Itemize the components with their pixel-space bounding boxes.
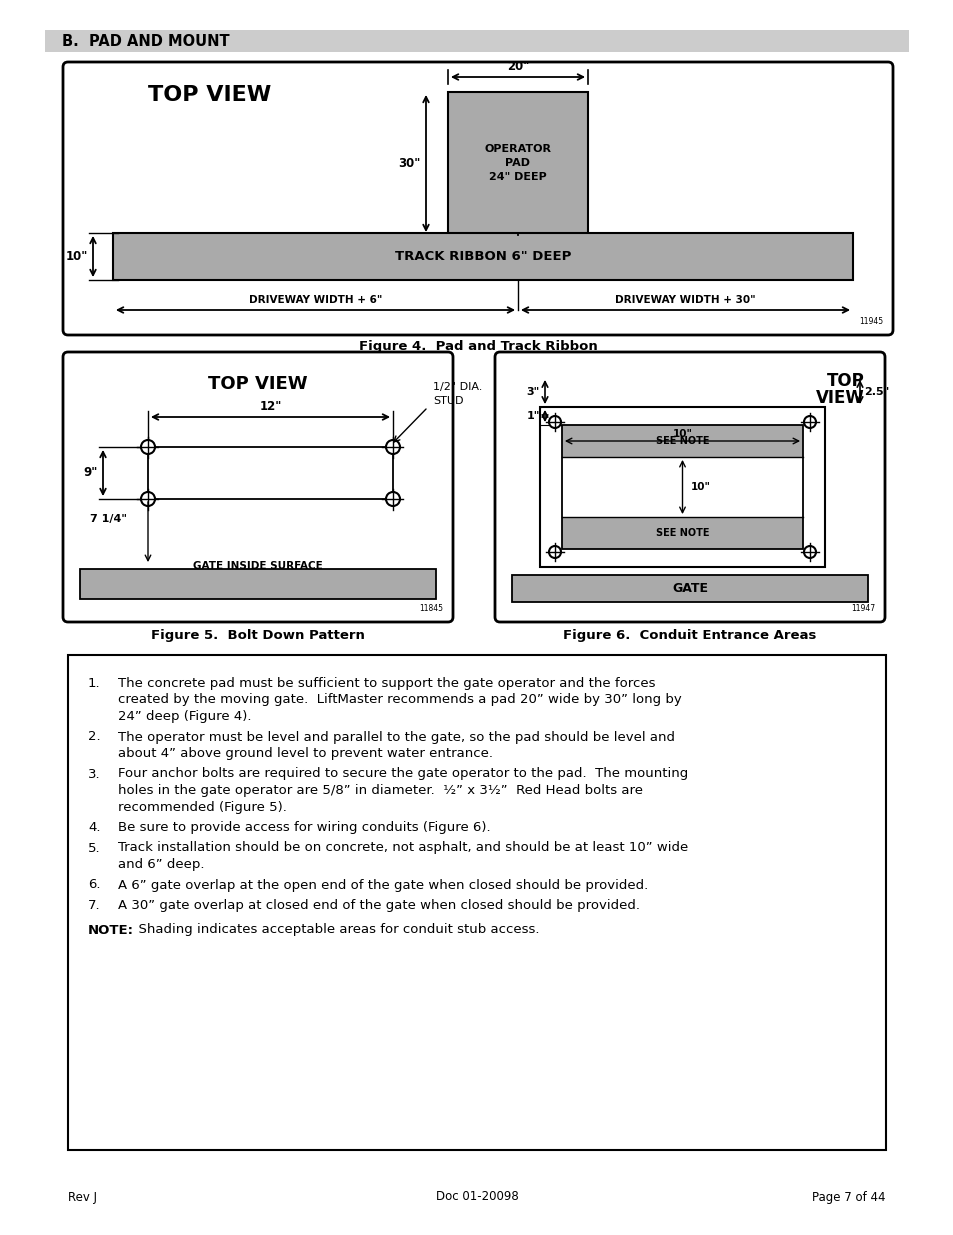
- Text: holes in the gate operator are 5/8” in diameter.  ½” x 3½”  Red Head bolts are: holes in the gate operator are 5/8” in d…: [118, 784, 642, 797]
- Text: 10": 10": [66, 249, 88, 263]
- Text: The concrete pad must be sufficient to support the gate operator and the forces: The concrete pad must be sufficient to s…: [118, 677, 655, 690]
- Text: Shading indicates acceptable areas for conduit stub access.: Shading indicates acceptable areas for c…: [130, 924, 539, 936]
- Text: 1.: 1.: [88, 677, 100, 690]
- Bar: [561, 425, 802, 550]
- Bar: [512, 576, 867, 601]
- FancyBboxPatch shape: [495, 352, 884, 622]
- Bar: [561, 425, 802, 457]
- Text: SEE NOTE: SEE NOTE: [655, 436, 708, 446]
- Circle shape: [548, 546, 560, 558]
- Text: 24" DEEP: 24" DEEP: [489, 173, 546, 183]
- Text: TOP VIEW: TOP VIEW: [148, 85, 271, 105]
- Bar: [68, 655, 885, 1150]
- Text: Be sure to provide access for wiring conduits (Figure 6).: Be sure to provide access for wiring con…: [118, 821, 490, 834]
- Circle shape: [141, 492, 154, 506]
- Text: NOTE:: NOTE:: [88, 924, 133, 936]
- Text: about 4” above ground level to prevent water entrance.: about 4” above ground level to prevent w…: [118, 747, 493, 760]
- Text: VIEW: VIEW: [816, 389, 864, 408]
- Bar: [45, 30, 908, 52]
- Text: and 6” deep.: and 6” deep.: [118, 858, 204, 871]
- Text: 24” deep (Figure 4).: 24” deep (Figure 4).: [118, 710, 252, 722]
- Text: created by the moving gate.  LiftMaster recommends a pad 20” wide by 30” long by: created by the moving gate. LiftMaster r…: [118, 694, 681, 706]
- Circle shape: [803, 546, 815, 558]
- Circle shape: [548, 416, 560, 429]
- Text: Figure 5.  Bolt Down Pattern: Figure 5. Bolt Down Pattern: [151, 629, 365, 642]
- FancyBboxPatch shape: [63, 62, 892, 335]
- Text: 10": 10": [690, 482, 710, 492]
- Text: 11945: 11945: [858, 317, 882, 326]
- FancyBboxPatch shape: [63, 352, 453, 622]
- Text: 30": 30": [398, 157, 420, 170]
- Text: 7 1/4": 7 1/4": [90, 514, 127, 524]
- Text: DRIVEWAY WIDTH + 6": DRIVEWAY WIDTH + 6": [249, 295, 382, 305]
- Text: Page 7 of 44: Page 7 of 44: [812, 1191, 885, 1203]
- Text: 11845: 11845: [418, 604, 442, 613]
- Text: 5.: 5.: [88, 841, 100, 855]
- Text: GATE INSIDE SURFACE: GATE INSIDE SURFACE: [193, 561, 322, 571]
- Bar: [448, 91, 587, 235]
- Text: A 30” gate overlap at closed end of the gate when closed should be provided.: A 30” gate overlap at closed end of the …: [118, 899, 639, 911]
- Text: The operator must be level and parallel to the gate, so the pad should be level : The operator must be level and parallel …: [118, 730, 675, 743]
- Text: SEE NOTE: SEE NOTE: [655, 529, 708, 538]
- Text: 2.5": 2.5": [863, 387, 888, 396]
- Text: Doc 01-20098: Doc 01-20098: [436, 1191, 517, 1203]
- Text: 7.: 7.: [88, 899, 100, 911]
- Circle shape: [386, 492, 399, 506]
- Text: 3.: 3.: [88, 767, 100, 781]
- Text: TOP VIEW: TOP VIEW: [208, 375, 308, 393]
- Text: B.  PAD AND MOUNT: B. PAD AND MOUNT: [62, 33, 230, 48]
- Text: 12": 12": [259, 400, 281, 412]
- Text: PAD: PAD: [505, 158, 530, 168]
- Text: OPERATOR: OPERATOR: [484, 144, 551, 154]
- Text: 10": 10": [672, 429, 692, 438]
- Circle shape: [803, 416, 815, 429]
- Bar: [112, 233, 852, 280]
- Circle shape: [141, 440, 154, 454]
- Text: 3": 3": [526, 387, 539, 396]
- Text: Figure 4.  Pad and Track Ribbon: Figure 4. Pad and Track Ribbon: [358, 340, 597, 353]
- Text: 11947: 11947: [850, 604, 874, 613]
- Text: 6.: 6.: [88, 878, 100, 892]
- Text: STUD: STUD: [433, 396, 463, 406]
- Text: 9": 9": [84, 467, 98, 479]
- Text: Rev J: Rev J: [68, 1191, 97, 1203]
- Text: GATE: GATE: [671, 582, 707, 595]
- Text: 1/2" DIA.: 1/2" DIA.: [433, 382, 482, 391]
- Bar: [539, 408, 824, 567]
- Bar: [80, 569, 436, 599]
- Text: 20": 20": [506, 61, 529, 73]
- Text: A 6” gate overlap at the open end of the gate when closed should be provided.: A 6” gate overlap at the open end of the…: [118, 878, 648, 892]
- Text: 2.: 2.: [88, 730, 100, 743]
- Text: Figure 6.  Conduit Entrance Areas: Figure 6. Conduit Entrance Areas: [562, 629, 816, 642]
- Text: TOP: TOP: [826, 372, 864, 390]
- Bar: [561, 517, 802, 550]
- Text: recommended (Figure 5).: recommended (Figure 5).: [118, 800, 287, 814]
- Text: TRACK RIBBON 6" DEEP: TRACK RIBBON 6" DEEP: [395, 249, 571, 263]
- Text: 4.: 4.: [88, 821, 100, 834]
- Text: DRIVEWAY WIDTH + 30": DRIVEWAY WIDTH + 30": [615, 295, 755, 305]
- Text: 1": 1": [526, 411, 539, 421]
- Text: Track installation should be on concrete, not asphalt, and should be at least 10: Track installation should be on concrete…: [118, 841, 687, 855]
- Text: Four anchor bolts are required to secure the gate operator to the pad.  The moun: Four anchor bolts are required to secure…: [118, 767, 687, 781]
- Circle shape: [386, 440, 399, 454]
